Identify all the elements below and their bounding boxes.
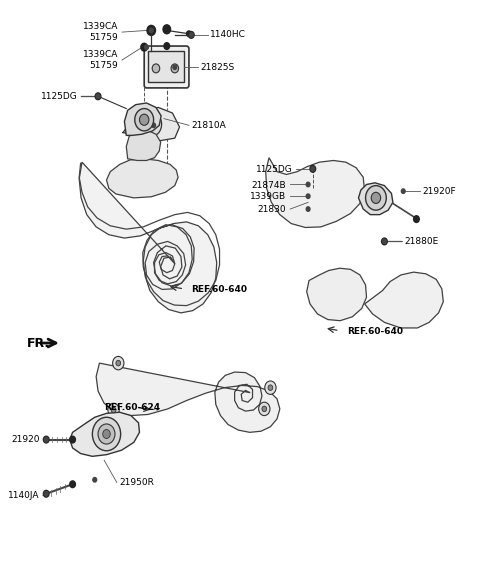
Circle shape	[173, 65, 177, 70]
Text: 21950R: 21950R	[120, 478, 155, 487]
Circle shape	[152, 123, 156, 127]
Circle shape	[152, 64, 160, 73]
Text: 21880E: 21880E	[404, 237, 438, 246]
Text: REF.60-624: REF.60-624	[104, 403, 160, 412]
Text: 21830: 21830	[258, 205, 287, 214]
Circle shape	[92, 417, 120, 450]
Polygon shape	[96, 363, 280, 433]
Circle shape	[149, 28, 153, 33]
Circle shape	[383, 239, 386, 243]
Polygon shape	[266, 158, 365, 227]
Circle shape	[116, 360, 120, 366]
Circle shape	[44, 438, 48, 442]
Text: 21810A: 21810A	[192, 121, 226, 130]
Circle shape	[93, 477, 96, 482]
Polygon shape	[148, 50, 184, 82]
Polygon shape	[365, 272, 444, 328]
Text: 1140JA: 1140JA	[8, 491, 40, 500]
Circle shape	[306, 194, 310, 199]
Circle shape	[366, 186, 386, 210]
Text: REF.60-640: REF.60-640	[192, 285, 247, 294]
Circle shape	[113, 356, 124, 370]
Circle shape	[96, 94, 100, 99]
Circle shape	[164, 43, 169, 49]
Circle shape	[262, 406, 267, 412]
Polygon shape	[126, 130, 161, 160]
Text: 21920F: 21920F	[422, 187, 456, 196]
Circle shape	[144, 45, 148, 49]
Circle shape	[163, 25, 170, 34]
Text: 1339CA
51759: 1339CA 51759	[83, 22, 118, 42]
Text: 1140HC: 1140HC	[210, 30, 246, 39]
Text: 1125DG: 1125DG	[40, 92, 77, 101]
Circle shape	[306, 182, 310, 187]
Circle shape	[171, 64, 179, 73]
Circle shape	[70, 436, 75, 443]
Circle shape	[306, 207, 310, 211]
Text: 1339GB: 1339GB	[250, 192, 287, 201]
Circle shape	[140, 114, 149, 125]
Circle shape	[44, 491, 48, 496]
Circle shape	[111, 407, 116, 413]
Circle shape	[146, 118, 156, 130]
Circle shape	[371, 192, 381, 204]
Polygon shape	[124, 103, 161, 135]
Circle shape	[141, 43, 147, 51]
Polygon shape	[307, 268, 367, 321]
Polygon shape	[359, 183, 393, 215]
Text: 1125DG: 1125DG	[256, 165, 292, 174]
Text: 21825S: 21825S	[201, 63, 235, 72]
Circle shape	[43, 490, 49, 497]
Circle shape	[141, 112, 162, 136]
Circle shape	[95, 93, 101, 100]
Circle shape	[310, 165, 316, 172]
Circle shape	[187, 31, 192, 36]
Polygon shape	[107, 159, 178, 198]
Polygon shape	[123, 108, 180, 141]
Text: 1339CA
51759: 1339CA 51759	[83, 50, 118, 70]
Circle shape	[189, 31, 194, 38]
Text: REF.60-640: REF.60-640	[347, 328, 403, 337]
Circle shape	[190, 33, 193, 37]
Circle shape	[96, 94, 100, 99]
Circle shape	[311, 167, 315, 171]
Polygon shape	[79, 162, 217, 313]
Circle shape	[265, 381, 276, 394]
Circle shape	[108, 403, 119, 417]
Circle shape	[135, 109, 154, 131]
Circle shape	[147, 25, 156, 35]
Circle shape	[98, 424, 115, 444]
Circle shape	[43, 436, 49, 443]
Circle shape	[382, 238, 387, 245]
Circle shape	[103, 430, 110, 439]
Text: 21874B: 21874B	[252, 181, 287, 190]
Polygon shape	[70, 412, 140, 456]
Circle shape	[401, 189, 405, 194]
Circle shape	[268, 385, 273, 390]
Circle shape	[414, 216, 419, 223]
FancyBboxPatch shape	[144, 46, 189, 88]
Circle shape	[259, 402, 270, 416]
Text: FR.: FR.	[26, 337, 49, 350]
Circle shape	[70, 481, 75, 488]
Text: 21920: 21920	[11, 435, 40, 444]
